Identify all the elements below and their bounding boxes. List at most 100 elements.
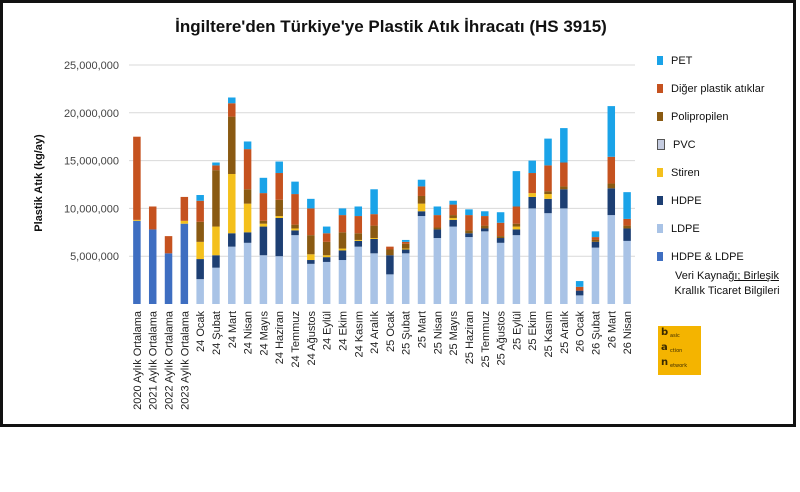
bar-segment-polipropilen [512,223,521,227]
bar-segment-polipropilen [243,189,252,204]
bar-segment-ldpe [196,279,204,304]
x-tick-label: 25 Ekim [527,311,539,351]
bar-segment-ldpe [623,240,631,304]
bar-segment-ldpe [560,208,568,304]
bar-segment-hdpe [354,240,363,247]
bar-segment-di-er-plastik-at-klar [623,218,631,226]
bar-segment-pet [575,281,584,287]
bars [133,97,631,304]
x-tick-label: 26 Nisan [622,311,634,354]
bar-segment-hdpe [465,233,473,238]
x-tick-label: 24 Eylül [322,311,334,350]
bar-stack [496,212,505,304]
bar-stack [575,281,584,304]
bar-segment-ldpe [544,213,552,304]
bar-segment-hdpe [228,233,236,247]
bar-stack [259,177,268,304]
bar-stack [591,231,600,304]
bar-segment-ldpe [212,267,220,304]
bar-segment-di-er-plastik-at-klar [164,236,173,254]
bar-stack [196,195,204,304]
y-tick-label: 10,000,000 [64,203,119,215]
bar-stack [560,128,568,304]
bar-segment-polipropilen [196,221,204,242]
bar-segment-polipropilen [433,227,442,230]
x-tick-label: 2023 Aylık Ortalama [179,310,191,410]
bar-segment-hdpe-ldpe [133,220,141,304]
bar-segment-polipropilen [275,199,283,217]
bar-segment-ldpe [481,231,489,304]
bar-segment-hdpe [433,229,442,239]
bar-segment-di-er-plastik-at-klar [370,214,378,226]
legend-label: LDPE [671,222,700,235]
bar-segment-pet [449,200,457,205]
legend-item: Diğer plastik atıklar [657,75,800,102]
bar-segment-stiren [259,223,268,227]
bar-stack [275,161,283,304]
x-tick-label: 25 Nisan [432,311,444,354]
bar-segment-hdpe [417,211,426,217]
bar-segment-ldpe [417,216,426,304]
bar-segment-ldpe [291,235,299,304]
bar-segment-stiren [275,216,283,218]
bar-segment-di-er-plastik-at-klar [322,233,331,242]
logo-word-2: ction [670,348,683,354]
source-prefix: Veri Kayna [675,270,729,282]
legend-item: HDPE [657,187,800,214]
bar-segment-hdpe [322,257,331,262]
bar-segment-stiren [180,220,189,224]
bar-stack [401,239,410,304]
bar-stack [449,200,457,304]
bar-segment-di-er-plastik-at-klar [386,246,394,250]
x-tick-label: 24 Mayıs [258,311,270,356]
chart-title: İngiltere'den Türkiye'ye Plastik Atık İh… [175,17,607,36]
bar-segment-pet [401,239,410,242]
bar-segment-hdpe [512,229,521,236]
bar-segment-hdpe [212,255,220,268]
bar-segment-pet [338,208,347,216]
logo-word-1: asic [670,333,680,339]
bar-segment-pet [417,179,426,187]
logo-word-3: etwork [670,363,688,369]
legend-swatch [657,56,663,65]
bar-segment-hdpe [575,290,584,296]
bar-segment-di-er-plastik-at-klar [449,204,457,216]
bar-stack [307,198,315,304]
bar-segment-stiren [354,239,363,241]
bar-segment-ldpe [512,235,521,304]
bar-segment-di-er-plastik-at-klar [354,216,363,234]
bar-segment-pet [607,106,616,157]
bar-segment-polipropilen [354,233,363,240]
bar-segment-hdpe-ldpe [148,229,157,304]
bar-segment-hdpe [623,228,631,241]
y-tick-label: 15,000,000 [64,156,119,168]
bar-segment-di-er-plastik-at-klar [291,194,299,225]
legend-swatch [657,84,663,93]
x-tick-label: 24 Kasım [353,311,365,357]
bar-stack [354,206,363,304]
legend-label: Diğer plastik atıklar [671,82,765,95]
x-tick-label: 24 Ekim [337,311,349,351]
legend-item: PVC [657,131,800,158]
bar-segment-stiren [322,255,331,258]
bar-segment-stiren [196,241,204,260]
bar-segment-di-er-plastik-at-klar [496,222,505,237]
x-tick-label: 25 Haziran [464,311,476,364]
logo-letter-n: n [661,357,669,368]
bar-segment-hdpe-ldpe [180,223,189,304]
bar-segment-di-er-plastik-at-klar [228,103,236,117]
bar-segment-polipropilen [607,183,616,189]
bar-segment-polipropilen [544,191,552,195]
bar-segment-polipropilen [496,236,505,239]
x-tick-label: 24 Ağustos [306,311,318,366]
legend-item: HDPE & LDPE [657,243,800,270]
bar-segment-polipropilen [338,232,347,249]
legend-label: Polipropilen [671,110,729,123]
source-link[interactable]: ğı; Birleşik [728,270,779,282]
bar-segment-pet [591,231,600,238]
x-tick-label: 24 Temmuz [290,311,302,368]
bar-stack [291,181,299,304]
bar-segment-stiren [449,217,457,220]
bar-segment-hdpe [196,259,204,280]
legend-item: Stiren [657,159,800,186]
